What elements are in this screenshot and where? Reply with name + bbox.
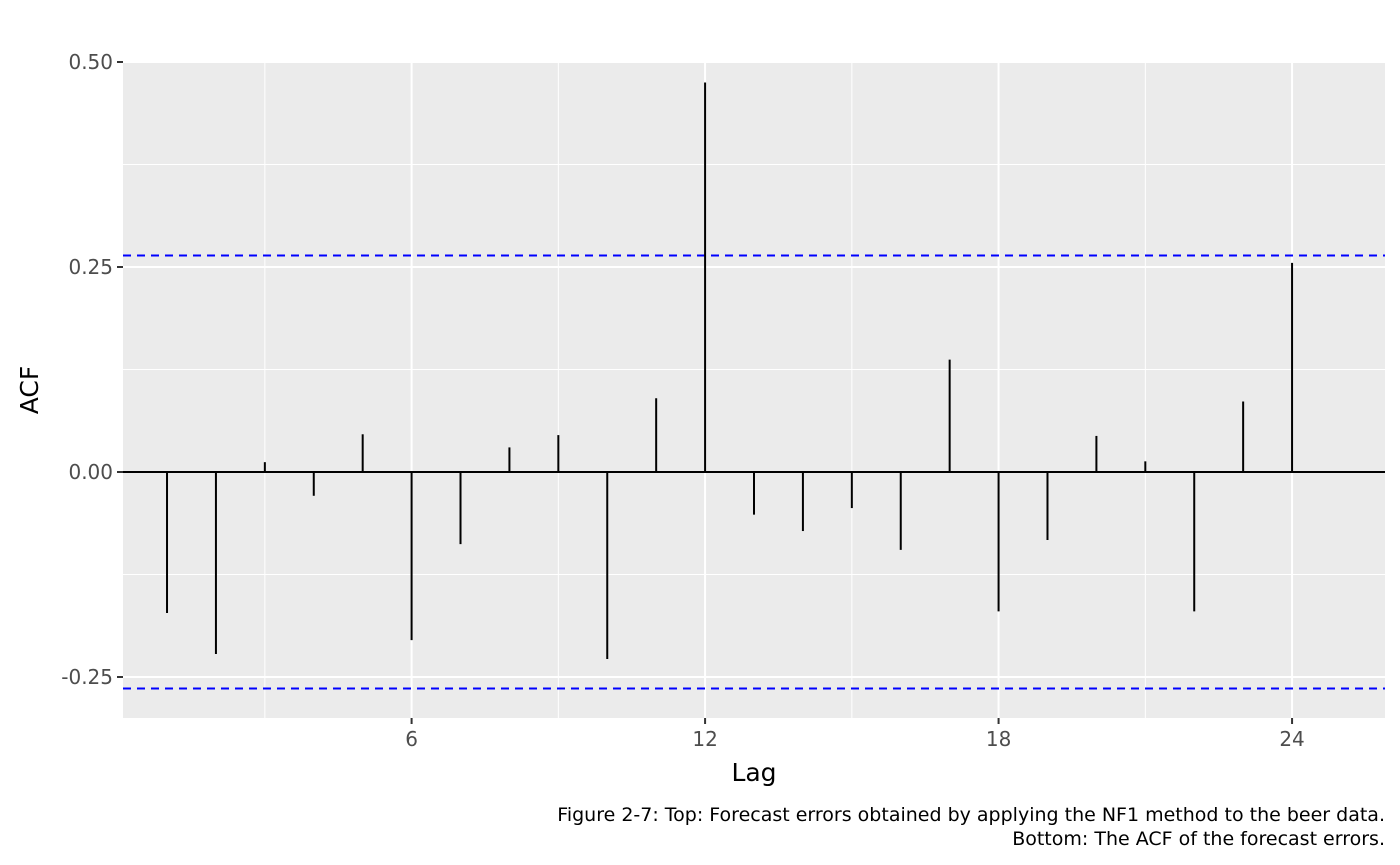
y-tick-label: 0.50: [68, 50, 113, 74]
x-tick-label: 24: [1279, 727, 1304, 751]
x-axis-title: Lag: [731, 758, 776, 787]
x-tick-label: 6: [405, 727, 418, 751]
y-tick-label: -0.25: [61, 665, 113, 689]
minor-gridlines: [123, 62, 1385, 718]
plot-panel: [123, 62, 1385, 718]
y-tick-label: 0.25: [68, 255, 113, 279]
y-axis-title: ACF: [15, 366, 44, 415]
figure-caption-line-1: Figure 2-7: Top: Forecast errors obtaine…: [557, 804, 1385, 826]
x-tick-label: 12: [692, 727, 717, 751]
x-axis-ticks: 6 12 18 24: [405, 718, 1305, 751]
x-tick-label: 18: [986, 727, 1011, 751]
y-tick-label: 0.00: [68, 460, 113, 484]
figure-caption-line-2: Bottom: The ACF of the forecast errors.: [1012, 828, 1385, 850]
y-axis-ticks: 0.50 0.25 0.00 -0.25: [61, 50, 123, 689]
acf-spikes: [123, 82, 1385, 659]
confidence-bounds: [123, 254, 1385, 690]
